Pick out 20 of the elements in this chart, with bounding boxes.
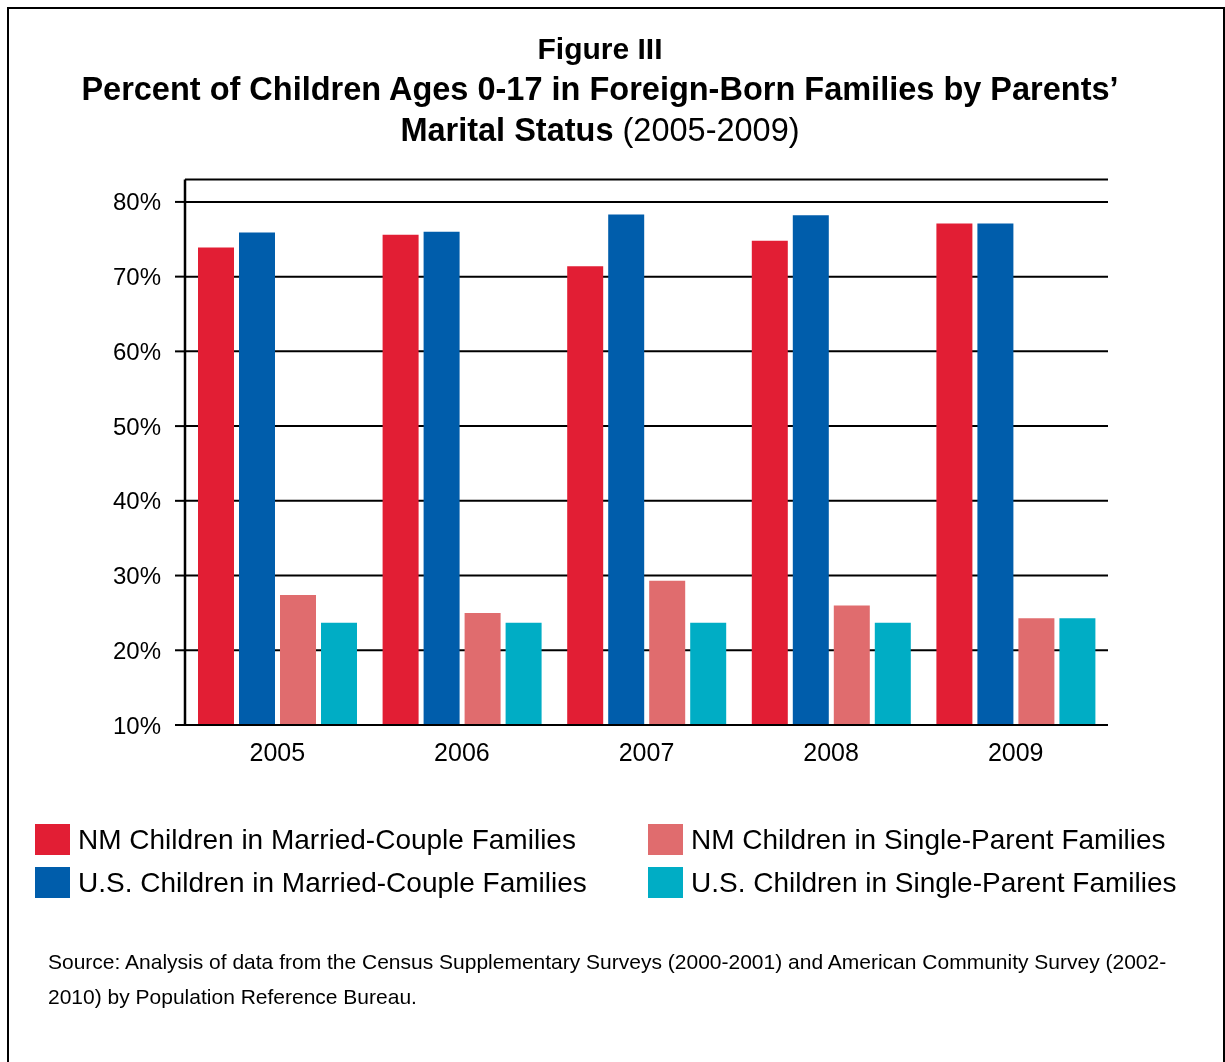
x-tick-label: 2005 — [249, 737, 306, 766]
y-tick-label: 70% — [112, 263, 161, 291]
y-tick-label: 60% — [112, 337, 161, 365]
x-tick-label: 2009 — [987, 737, 1044, 766]
y-tick-label: 40% — [112, 487, 161, 515]
y-tick-label: 20% — [112, 636, 161, 664]
y-tick-label: 50% — [112, 412, 161, 440]
x-tick-label: 2006 — [434, 737, 490, 766]
y-tick-label: 30% — [112, 562, 161, 590]
source-note: Source: Analysis of data from the Census Supplementary Surveys (2000-2001) and American Community Survey (2002-2010) by Population Reference Bureau. — [48, 950, 1167, 1008]
y-tick-label: 10% — [112, 711, 161, 739]
x-tick-label: 2008 — [803, 737, 859, 766]
chart-subtitle: Percent of Children Ages 0-17 in Foreign-Born Families by Parents’ Marital Status (2005-2009) — [81, 71, 1119, 148]
legend-label: NM Children in Married-Couple Families — [78, 823, 576, 856]
x-tick-label: 2007 — [618, 737, 675, 766]
legend-label: NM Children in Single-Parent Families — [691, 823, 1166, 856]
y-tick-label: 80% — [112, 188, 161, 216]
chart-title: Figure III — [537, 32, 663, 65]
legend-label: U.S. Children in Married-Couple Families — [78, 866, 587, 899]
legend-label: U.S. Children in Single-Parent Families — [691, 866, 1177, 899]
